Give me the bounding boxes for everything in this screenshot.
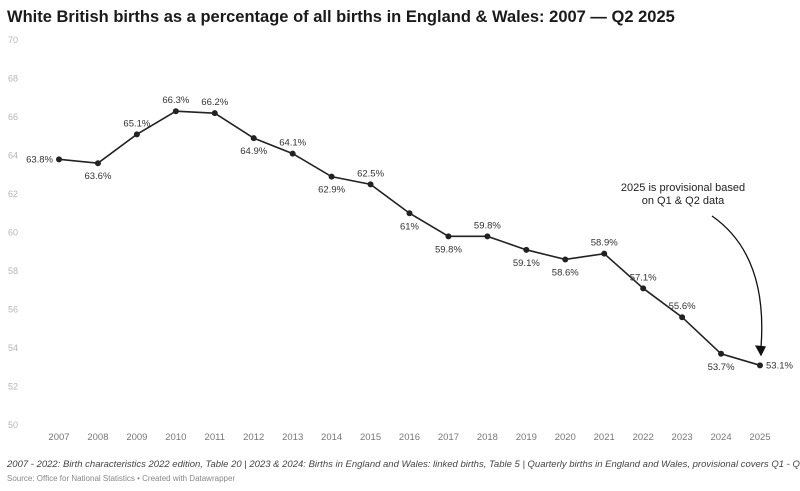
- x-tick-label: 2008: [87, 432, 108, 443]
- y-tick-label: 50: [8, 420, 18, 430]
- x-tick-label: 2013: [282, 432, 303, 443]
- data-label: 66.3%: [162, 95, 189, 106]
- data-label: 53.1%: [766, 360, 793, 371]
- y-tick-label: 60: [8, 228, 18, 238]
- y-tick-label: 56: [8, 305, 18, 315]
- data-label: 61%: [400, 221, 420, 232]
- data-label: 58.6%: [552, 267, 579, 278]
- data-label: 59.8%: [474, 220, 501, 231]
- chart-source: Source: Office for National Statistics •…: [7, 474, 236, 483]
- x-tick-label: 2025: [749, 432, 770, 443]
- data-label: 58.9%: [591, 238, 618, 249]
- data-point: [640, 285, 647, 292]
- data-point: [679, 314, 686, 321]
- data-point: [757, 362, 763, 369]
- y-tick-label: 66: [8, 112, 18, 122]
- data-point: [211, 110, 218, 117]
- x-tick-label: 2009: [126, 432, 147, 443]
- annotation-arrow: [711, 215, 763, 348]
- x-tick-label: 2020: [555, 432, 576, 443]
- data-point: [406, 210, 413, 217]
- annotation-text: 2025 is provisional based: [621, 182, 745, 194]
- x-tick-label: 2023: [672, 432, 693, 443]
- data-point: [172, 108, 179, 115]
- x-tick-label: 2010: [165, 432, 186, 443]
- data-label: 63.8%: [26, 154, 53, 165]
- data-label: 55.6%: [669, 301, 696, 312]
- arrowhead-icon: [755, 345, 766, 357]
- data-point: [562, 256, 569, 263]
- data-point: [94, 160, 101, 167]
- data-point: [289, 150, 296, 157]
- series-line: [58, 110, 761, 367]
- x-tick-label: 2022: [633, 432, 654, 443]
- x-tick-label: 2024: [710, 432, 731, 443]
- y-tick-label: 52: [8, 382, 18, 392]
- x-tick-label: 2017: [438, 432, 459, 443]
- data-point: [367, 181, 374, 188]
- x-tick-label: 2014: [321, 432, 342, 443]
- y-tick-label: 58: [8, 266, 18, 276]
- data-label: 62.9%: [318, 185, 345, 196]
- data-label: 59.1%: [513, 258, 540, 269]
- data-label: 53.7%: [708, 362, 735, 373]
- data-point: [133, 131, 140, 138]
- annotation-text: on Q1 & Q2 data: [642, 195, 725, 207]
- data-label: 57.1%: [630, 272, 657, 283]
- data-point: [718, 350, 725, 357]
- data-point: [523, 246, 530, 253]
- data-label: 64.9%: [240, 146, 267, 157]
- data-label: 59.8%: [435, 244, 462, 255]
- x-tick-label: 2019: [516, 432, 537, 443]
- chart-notes: 2007 - 2022: Birth characteristics 2022 …: [7, 459, 800, 470]
- data-label: 62.5%: [357, 168, 384, 179]
- data-point: [56, 156, 62, 163]
- x-tick-label: 2016: [399, 432, 420, 443]
- x-tick-label: 2011: [205, 432, 225, 443]
- chart-title: White British births as a percentage of …: [7, 8, 675, 26]
- x-tick-label: 2015: [360, 432, 381, 443]
- y-tick-label: 54: [8, 343, 18, 353]
- x-tick-label: 2018: [477, 432, 498, 443]
- data-point: [601, 250, 608, 257]
- data-label: 66.2%: [201, 97, 228, 108]
- data-label: 64.1%: [279, 138, 306, 149]
- y-tick-label: 64: [8, 151, 18, 161]
- x-tick-label: 2007: [48, 432, 69, 443]
- data-point: [328, 173, 335, 180]
- data-point: [445, 233, 452, 240]
- data-label: 65.1%: [123, 118, 150, 129]
- y-tick-label: 70: [8, 35, 18, 45]
- x-tick-label: 2021: [594, 432, 615, 443]
- data-point: [484, 233, 491, 240]
- y-tick-label: 68: [8, 74, 18, 84]
- x-tick-label: 2012: [243, 432, 264, 443]
- y-tick-label: 62: [8, 189, 18, 199]
- data-point: [250, 135, 257, 142]
- data-label: 63.6%: [84, 171, 111, 182]
